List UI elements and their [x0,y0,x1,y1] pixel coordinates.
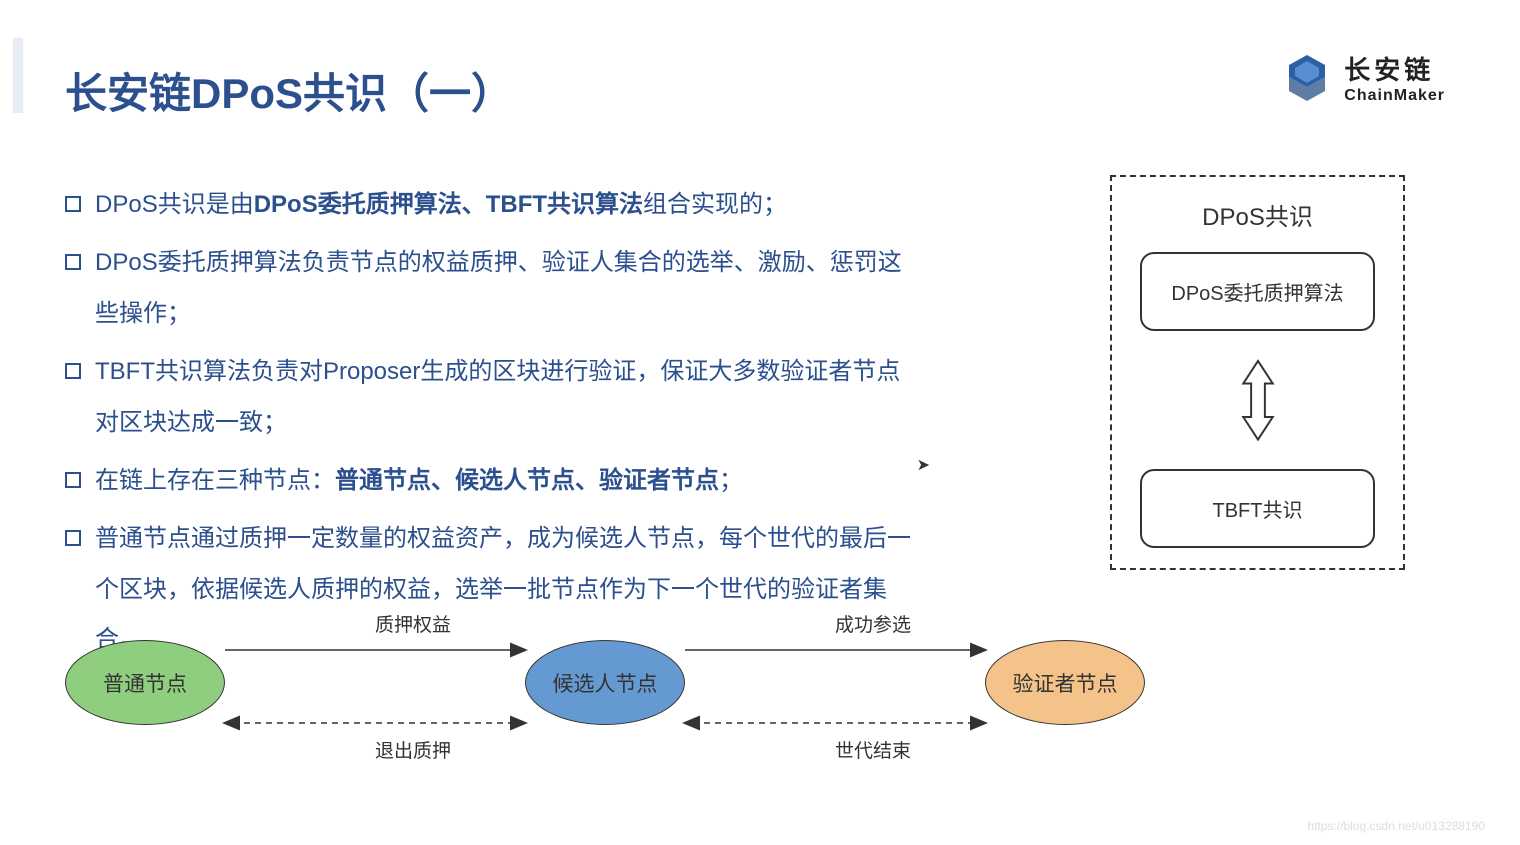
page-title: 长安链DPoS共识（一） [65,60,513,121]
logo-text-cn: 长安链 [1344,50,1445,87]
flow-node: 普通节点 [65,640,225,725]
flow-edge-label: 成功参选 [835,610,911,637]
flow-node: 候选人节点 [525,640,685,725]
bullet-marker-icon [65,363,81,379]
bullet-marker-icon [65,472,81,488]
logo-text-en: ChainMaker [1344,87,1445,105]
bullet-item: DPoS共识是由DPoS委托质押算法、TBFT共识算法组合实现的； [65,180,915,230]
side-diagram-title: DPoS共识 [1202,197,1313,232]
bullet-marker-icon [65,530,81,546]
bullet-text: DPoS共识是由DPoS委托质押算法、TBFT共识算法组合实现的； [95,180,787,230]
bullet-marker-icon [65,196,81,212]
side-box-dpos: DPoS委托质押算法 [1140,252,1375,331]
flow-edge-label: 退出质押 [375,736,451,763]
flow-edge-label: 世代结束 [835,736,911,763]
bullet-list: DPoS共识是由DPoS委托质押算法、TBFT共识算法组合实现的； DPoS委托质… [65,180,915,674]
double-arrow-icon [1233,356,1283,445]
bullet-text: 在链上存在三种节点：普通节点、候选人节点、验证者节点； [95,456,743,506]
bullet-text: DPoS委托质押算法负责节点的权益质押、验证人集合的选举、激励、惩罚这些操作； [95,238,915,339]
watermark: https://blog.csdn.net/u013288190 [1308,819,1485,833]
bullet-item: DPoS委托质押算法负责节点的权益质押、验证人集合的选举、激励、惩罚这些操作； [65,238,915,339]
flow-edge-label: 质押权益 [375,610,451,637]
flow-node: 验证者节点 [985,640,1145,725]
bullet-marker-icon [65,254,81,270]
dpos-side-diagram: DPoS共识 DPoS委托质押算法 TBFT共识 [1110,175,1405,570]
left-accent-bar [13,38,23,113]
logo: 长安链 ChainMaker [1282,50,1445,105]
cursor-icon: ➤ [917,455,930,475]
node-flow-diagram: 普通节点 候选人节点 验证者节点 质押权益 成功参选退出质押 世代结束 [55,605,1175,775]
side-box-tbft: TBFT共识 [1140,469,1375,548]
bullet-item: 在链上存在三种节点：普通节点、候选人节点、验证者节点； [65,456,915,506]
bullet-text: TBFT共识算法负责对Proposer生成的区块进行验证，保证大多数验证者节点对… [95,347,915,448]
bullet-item: TBFT共识算法负责对Proposer生成的区块进行验证，保证大多数验证者节点对… [65,347,915,448]
chainmaker-logo-icon [1282,53,1332,103]
